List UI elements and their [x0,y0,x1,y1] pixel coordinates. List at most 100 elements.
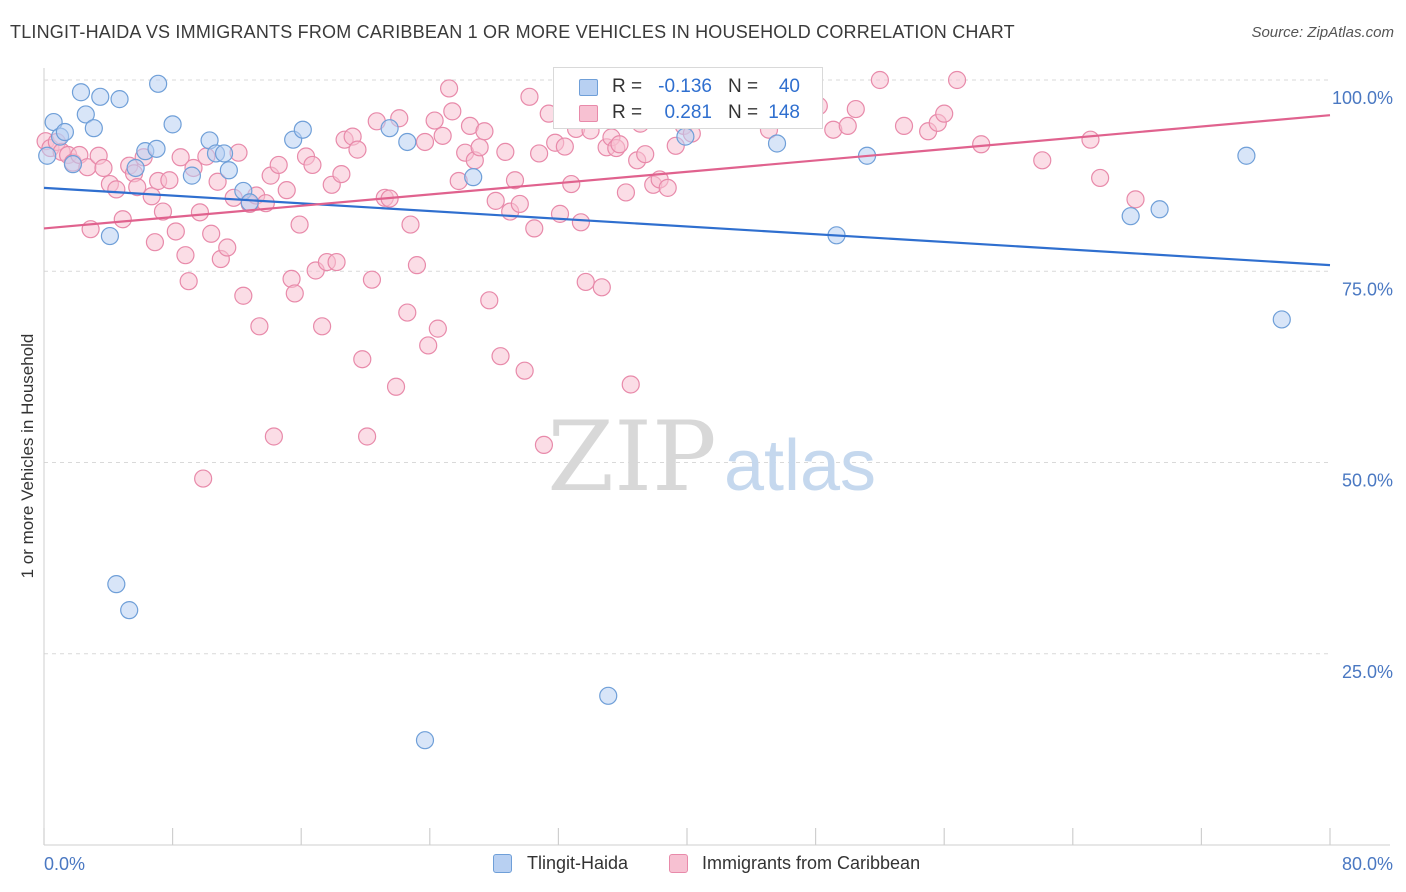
caribbean-point [312,317,332,336]
caribbean-point [972,135,991,154]
tlingit-point [107,575,126,594]
caribbean-point [250,317,269,336]
caribbean-point [128,178,147,197]
r-value: 0.281 [664,102,712,123]
tlingit-point [55,122,74,142]
caribbean-point [621,375,640,394]
caribbean-point [353,350,372,369]
caribbean-point [160,171,179,190]
r-label: R = [612,76,643,97]
caribbean-point [113,210,132,229]
caribbean-point [386,377,406,396]
x-tick-label: 0.0% [44,854,85,874]
tlingit-point [126,158,145,178]
r-value: -0.136 [658,76,712,97]
tlingit-point [676,127,695,146]
tlingit-point [76,105,95,124]
caribbean-point [194,469,213,488]
tlingit-point [293,120,312,139]
caribbean-point [505,171,525,190]
source-credit: Source: ZipAtlas.com [1251,24,1394,41]
tlingit-point [380,119,399,138]
tlingit-point [110,90,129,109]
caribbean-point [534,435,554,455]
caribbean-point [610,135,629,154]
caribbean-point [332,164,351,184]
tlingit-point [147,139,166,158]
tlingit-point [415,731,435,750]
tlingit-point [63,155,83,174]
watermark-atlas: atlas [724,426,876,506]
tlingit-point [767,134,787,153]
caribbean-point [433,126,452,145]
tlingit-point [163,115,182,134]
caribbean-point [1091,168,1110,188]
caribbean-point [348,140,367,159]
watermark-zip: ZIP [547,401,716,513]
n-value: 40 [778,76,800,97]
caribbean-point [530,144,549,163]
caribbean-point [176,246,195,265]
caribbean-point [415,132,435,152]
caribbean-point [398,303,417,322]
caribbean-point [179,272,198,291]
axes [43,68,1390,846]
caribbean-point [616,183,636,202]
legend-swatch-tlingit [493,854,512,873]
caribbean-point [218,238,237,257]
caribbean-point [1033,151,1052,170]
tlingit-point [214,144,234,163]
caribbean-point [107,180,126,199]
legend-label-tlingit: Tlingit-Haida [527,853,629,873]
caribbean-point [496,142,515,162]
caribbean-point [166,222,185,241]
caribbean-point [1081,130,1100,149]
caribbean-point [290,215,309,234]
caribbean-point [443,102,462,121]
caribbean-point [486,191,505,210]
caribbean-point [520,87,539,106]
y-axis-title: 1 or more Vehicles in Household [18,333,37,579]
caribbean-point [277,181,296,200]
caribbean-point [419,336,438,355]
tick-labels: 25.0% 50.0% 75.0% 100.0% 0.0% 80.0% [44,88,1393,874]
x-tick-label: 80.0% [1342,854,1393,874]
y-tick-label: 50.0% [1342,471,1393,491]
tlingit-point [100,226,120,246]
caribbean-point [935,104,954,123]
caribbean-point [264,427,283,446]
caribbean-point [658,178,677,197]
caribbean-point [475,122,494,141]
caribbean-point [425,111,444,130]
n-label: N = [728,76,759,97]
tlingit-point [599,686,618,705]
caribbean-point [947,70,967,90]
caribbean-point [234,286,253,305]
tlingit-point [149,74,168,93]
legend-swatch-tlingit [579,79,598,96]
legend-swatch-caribbean [669,854,688,873]
tlingit-point [1237,146,1256,165]
caribbean-point [327,252,346,272]
trend-lines [43,114,1331,267]
caribbean-trend-line [43,114,1331,230]
tlingit-point [1272,310,1291,329]
caribbean-point [145,233,165,252]
caribbean-point [510,194,529,214]
caribbean-point [491,347,510,366]
correlation-legend: R = -0.136 N = 40 R = 0.281 N = 148 [553,67,823,129]
n-value: 148 [768,102,800,123]
caribbean-point [515,361,534,380]
caribbean-point [303,155,322,175]
tlingit-point [398,132,417,152]
caribbean-point [555,137,574,156]
caribbean-point [894,116,914,136]
tlingit-point [464,168,483,187]
caribbean-point [576,272,595,292]
tlingit-point [219,161,238,180]
tlingit-point [1150,200,1169,219]
chart-title: TLINGIT-HAIDA VS IMMIGRANTS FROM CARIBBE… [10,22,1015,42]
n-label: N = [728,102,759,123]
caribbean-point [592,278,611,297]
tlingit-point [120,601,139,620]
